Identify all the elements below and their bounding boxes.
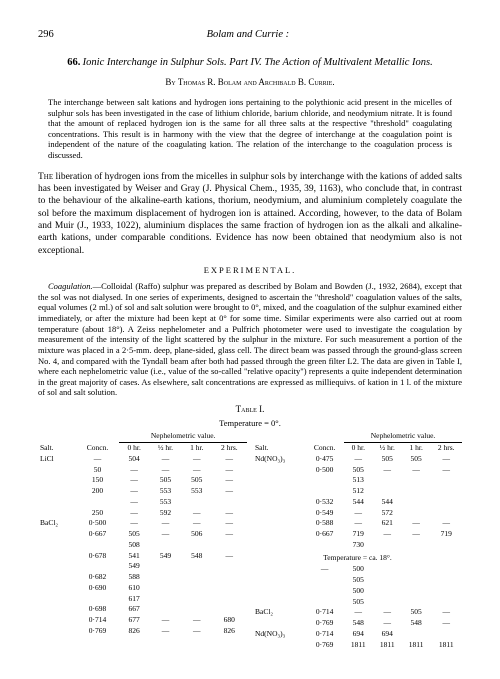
experimental-header: EXPERIMENTAL.	[38, 265, 462, 276]
table-row: 617	[38, 593, 247, 604]
experimental-text: Coagulation.—Colloidal (Raffo) sulphur w…	[38, 281, 462, 398]
table-left: Nephelometric value. Salt.Concn.0 hr.½ h…	[38, 431, 247, 636]
table-row: 0·690610	[38, 582, 247, 593]
table-row: Nd(NO₃)₃0·475—505505—	[253, 453, 462, 464]
table-row: 0·7691811181118111811	[253, 639, 462, 650]
table-row: 150—505505—	[38, 475, 247, 486]
table-row: 0·667505—506—	[38, 529, 247, 540]
table-row: 0·667719——719	[253, 529, 462, 540]
table-col-header: 1 hr.	[402, 442, 431, 453]
table-col-header: 0 hr.	[119, 442, 149, 453]
byline: By Thomas R. Bolam and Archibald B. Curr…	[38, 77, 462, 89]
body-paragraph-1: The liberation of hydrogen ions from the…	[38, 171, 462, 257]
table-row: Nd(NO₃)₃0·714694694	[253, 628, 462, 639]
table-row: —500	[253, 564, 462, 575]
page-number: 296	[38, 28, 54, 42]
table-row: 50————	[38, 464, 247, 475]
table-col-header: 0 hr.	[344, 442, 373, 453]
table-row: 0·769548—548—	[253, 618, 462, 629]
table-temperature-1: Temperature = 0°.	[38, 418, 462, 429]
table-row: 200—553553—	[38, 486, 247, 497]
abstract: The interchange between salt kations and…	[48, 97, 452, 161]
table-caption: Table I.	[38, 404, 462, 416]
table-row: 505	[253, 575, 462, 586]
table-row: —553	[38, 496, 247, 507]
table-row: 500	[253, 585, 462, 596]
table-col-header: Concn.	[305, 442, 344, 453]
page-header: 296 Bolam and Currie :	[38, 28, 462, 42]
table-row: 512	[253, 486, 462, 497]
table-row: 0·549—572	[253, 507, 462, 518]
table-right: Nephelometric value. Salt.Concn.0 hr.½ h…	[253, 431, 462, 650]
table-row: 0·698667	[38, 604, 247, 615]
table-row: 0·678541549548—	[38, 550, 247, 561]
table-row: 508	[38, 539, 247, 550]
table-row: BaCl₂0·500————	[38, 518, 247, 529]
header-authors: Bolam and Currie :	[207, 28, 290, 42]
table-row: 0·532544544	[253, 496, 462, 507]
table-col-header: Concn.	[76, 442, 120, 453]
table-col-header: 2 hrs.	[212, 442, 247, 453]
table-row: 0·714677——680	[38, 615, 247, 626]
table-col-header: 2 hrs.	[430, 442, 462, 453]
table-col-header: 1 hr.	[182, 442, 212, 453]
table-row: BaCl₂0·714——505—	[253, 607, 462, 618]
table-row: 0·682588	[38, 572, 247, 583]
article-title: 66. Ionic Interchange in Sulphur Sols. P…	[38, 56, 462, 70]
table-row: 0·500505———	[253, 464, 462, 475]
table-col-header: Salt.	[253, 442, 305, 453]
data-table: Nephelometric value. Salt.Concn.0 hr.½ h…	[38, 431, 462, 650]
table-row: 505	[253, 596, 462, 607]
table-row: 0·769826——826	[38, 625, 247, 636]
table-row: 730	[253, 539, 462, 550]
table-temp-row: Temperature = ca. 18°.	[253, 550, 462, 564]
table-col-header: ½ hr.	[373, 442, 402, 453]
title-main: Ionic Interchange in Sulphur Sols. Part …	[83, 57, 433, 68]
table-col-header: Salt.	[38, 442, 76, 453]
table-row: LiCl—504———	[38, 453, 247, 464]
table-col-header: ½ hr.	[149, 442, 182, 453]
table-row: 513	[253, 475, 462, 486]
title-number: 66.	[67, 57, 80, 68]
table-row: 549	[38, 561, 247, 572]
body-para1-text: liberation of hydrogen ions from the mic…	[38, 172, 462, 256]
table-row: 0·588—621——	[253, 518, 462, 529]
table-row: 250—592——	[38, 507, 247, 518]
